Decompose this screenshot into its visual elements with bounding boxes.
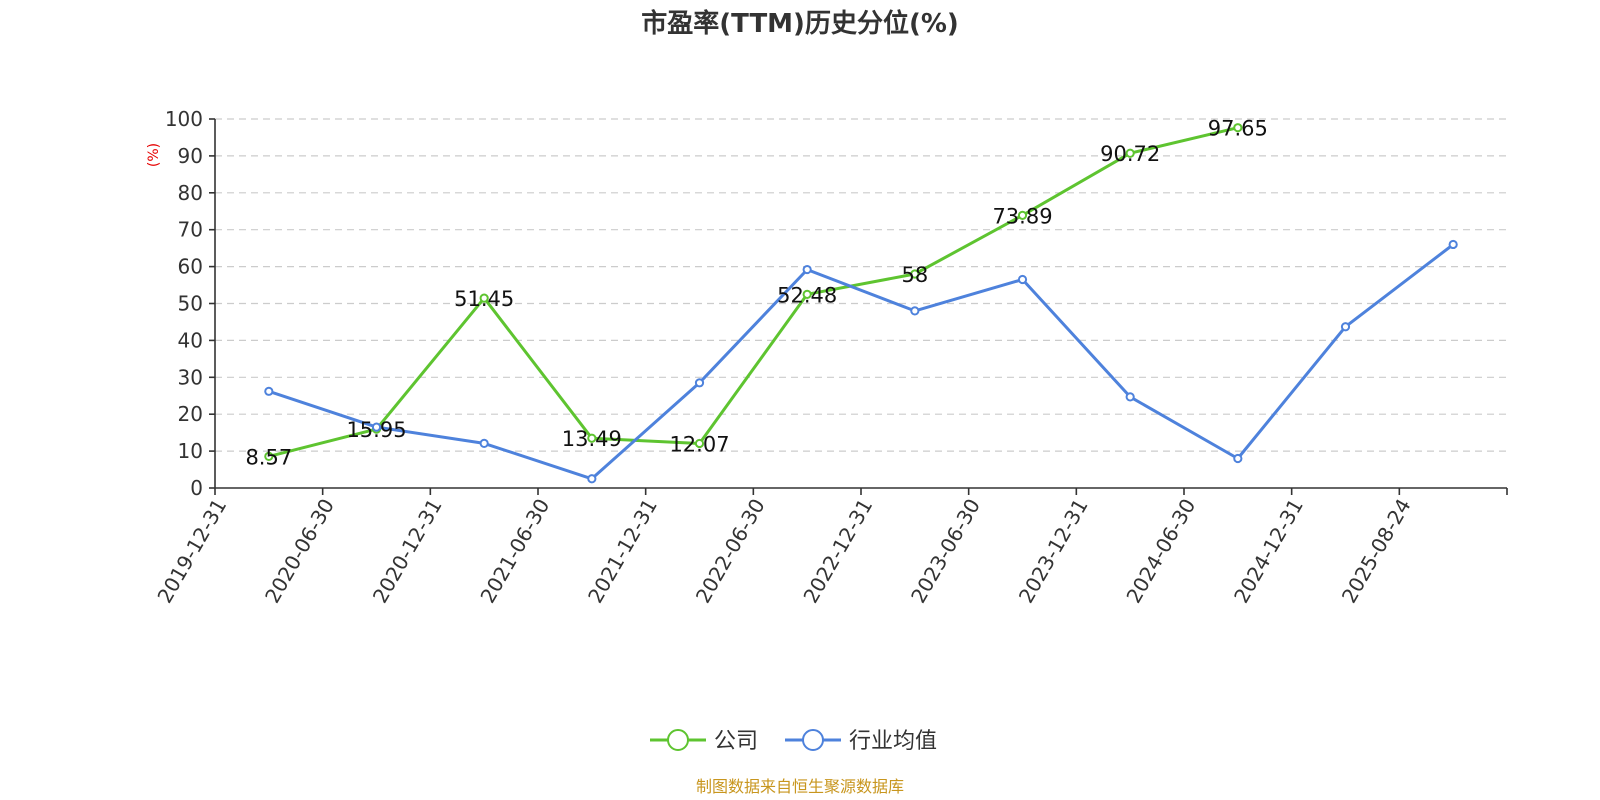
y-tick-label-10: 10: [178, 439, 203, 463]
legend-label-0: 公司: [714, 729, 758, 754]
data-label-0-4: 12.07: [669, 432, 729, 456]
y-axis-unit-label: (%): [146, 143, 162, 167]
y-tick-label-30: 30: [178, 365, 203, 389]
data-point-1-11: [1448, 239, 1458, 250]
y-tick-label-80: 80: [178, 181, 203, 205]
legend-label-1: 行业均值: [849, 729, 937, 754]
x-tick-label-2025-08-24: 2025-08-24: [1337, 495, 1416, 608]
data-point-1-2: [479, 438, 489, 448]
data-point-1-5: [802, 264, 812, 275]
axes: 0 10 20 30 40 50 60 70 80 90 100 2019-12-31 2020-06-…: [152, 107, 1508, 608]
x-tick-label-2024-12-31: 2024-12-31: [1229, 495, 1308, 608]
data-point-0-6: [910, 269, 920, 279]
series-line-1: [268, 243, 1455, 481]
data-point-0-3: [587, 433, 597, 443]
data-point-0-8: [1125, 148, 1135, 158]
x-tick-label-2020-06-30: 2020-06-30: [260, 495, 339, 608]
series-industry-average: [264, 239, 1458, 484]
y-tick-label-40: 40: [178, 328, 203, 352]
y-tick-label-100: 100: [165, 107, 203, 131]
data-point-1-7: [1017, 274, 1028, 285]
data-point-1-10: [1340, 322, 1351, 332]
data-label-0-3: 13.49: [562, 427, 622, 451]
data-point-1-4: [694, 378, 705, 388]
data-point-0-4: [694, 438, 705, 449]
legend-marker-0: [667, 729, 689, 751]
data-label-0-9: 97.65: [1208, 117, 1268, 141]
data-label-0-0: 8.57: [245, 445, 292, 469]
legend-marker-1: [802, 729, 824, 751]
y-tick-label-20: 20: [178, 402, 203, 426]
data-point-0-5: [802, 289, 812, 299]
x-tick-label-2024-06-30: 2024-06-30: [1121, 495, 1200, 608]
data-point-1-1: [371, 422, 382, 432]
data-label-0-5: 52.48: [777, 283, 837, 307]
legend-item-company: 公司: [650, 729, 758, 754]
x-tick-label-2021-12-31: 2021-12-31: [583, 495, 662, 608]
data-labels: 8.57 15.95 51.45 13.49 12.07 52.48 58 73.89 90.7…: [245, 117, 1267, 470]
data-label-0-2: 51.45: [454, 287, 514, 311]
x-tick-label-2020-12-31: 2020-12-31: [368, 495, 447, 608]
series-line-0: [268, 126, 1239, 458]
chart-title: 市盈率(TTM)历史分位(%): [641, 8, 959, 39]
series-company: [264, 123, 1243, 461]
x-tick-label-2019-12-31: 2019-12-31: [152, 495, 231, 608]
data-label-0-7: 73.89: [992, 204, 1052, 228]
x-tick-label-2022-12-31: 2022-12-31: [798, 495, 877, 608]
x-tick-label-2023-06-30: 2023-06-30: [906, 495, 985, 608]
data-point-0-0: [264, 451, 274, 461]
y-tick-label-90: 90: [178, 144, 203, 168]
data-label-0-1: 15.95: [346, 418, 406, 442]
x-tick-label-2022-06-30: 2022-06-30: [691, 495, 770, 608]
x-tick-label-2023-12-31: 2023-12-31: [1014, 495, 1093, 608]
y-tick-label-70: 70: [178, 218, 203, 242]
y-tick-label-50: 50: [178, 292, 203, 316]
series-lines: [264, 123, 1458, 484]
data-point-0-9: [1233, 123, 1243, 133]
data-point-0-7: [1017, 210, 1028, 220]
y-tick-label-0: 0: [190, 476, 203, 500]
x-tick-label-2021-06-30: 2021-06-30: [475, 495, 554, 608]
source-note: 制图数据来自恒生聚源数据库: [696, 777, 904, 796]
data-point-1-6: [910, 306, 920, 316]
legend: 公司 行业均值: [650, 729, 937, 754]
data-point-1-8: [1125, 392, 1135, 402]
data-point-1-0: [264, 386, 274, 396]
y-tick-label-60: 60: [178, 255, 203, 279]
data-point-1-9: [1233, 453, 1243, 464]
data-point-0-2: [479, 293, 489, 303]
data-label-0-6: 58: [901, 263, 928, 287]
data-label-0-8: 90.72: [1100, 142, 1160, 166]
data-point-1-3: [587, 474, 597, 484]
legend-item-industry-average: 行业均值: [785, 729, 937, 754]
